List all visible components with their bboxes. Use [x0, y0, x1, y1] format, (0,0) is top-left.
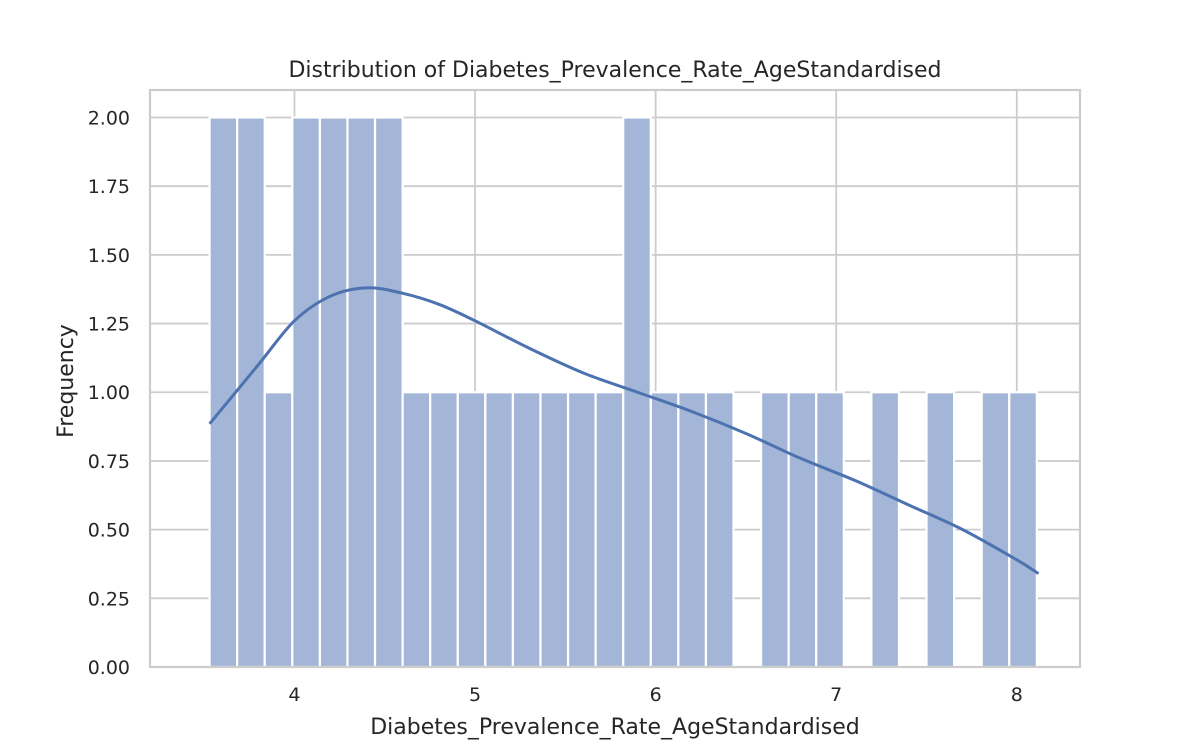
histogram-bar: [263, 391, 294, 669]
histogram-bar: [1008, 391, 1038, 669]
histogram-bar: [429, 391, 459, 669]
y-tick-label: 2.00: [88, 107, 130, 129]
histogram-bar: [318, 116, 349, 669]
chart-title: Distribution of Diabetes_Prevalence_Rate…: [288, 58, 941, 83]
histogram-bar: [456, 391, 487, 669]
histogram-bar: [870, 391, 901, 669]
histogram-bar: [815, 391, 845, 669]
x-tick-label: 6: [650, 684, 662, 706]
kde-layer: [208, 286, 1040, 575]
kde-line: [208, 286, 1040, 575]
plot-frame: [148, 88, 1082, 669]
y-tick-label: 1.25: [88, 314, 130, 336]
x-tick-label: 5: [469, 684, 481, 706]
frame-layer: [148, 88, 1082, 669]
y-tick-label: 0.75: [88, 451, 130, 473]
histogram-bar: [677, 391, 708, 669]
histogram-bar: [401, 391, 432, 669]
y-axis-label: Frequency: [54, 324, 79, 438]
histogram-bar: [925, 391, 956, 669]
histogram-bar: [539, 391, 570, 669]
ticks-layer: 4 5 6 7 8 0.00 0.25 0.50 0.75 1.00 1.25 1.50 1.75 2.0…: [88, 107, 1023, 706]
y-tick-label: 1.75: [88, 176, 130, 198]
y-tick-label: 0.50: [88, 520, 130, 542]
histogram-bar: [704, 391, 735, 669]
histogram-bar: [594, 391, 625, 669]
y-tick-label: 1.50: [88, 245, 130, 267]
x-tick-label: 4: [288, 684, 300, 706]
x-axis-label: Diabetes_Prevalence_Rate_AgeStandardised: [370, 715, 860, 740]
histogram-bar: [236, 116, 266, 669]
histogram-bar: [346, 116, 377, 669]
y-tick-label: 0.00: [88, 657, 130, 679]
histogram-bar: [980, 391, 1011, 669]
bars-layer: [208, 116, 1038, 669]
x-tick-label: 8: [1011, 684, 1023, 706]
y-tick-label: 0.25: [88, 588, 130, 610]
histogram-bar: [291, 116, 321, 669]
histogram-bar: [373, 116, 404, 669]
histogram-bar: [484, 391, 515, 669]
y-tick-label: 1.00: [88, 382, 130, 404]
histogram-bar: [787, 391, 818, 669]
x-tick-label: 7: [830, 684, 842, 706]
histogram-bar: [759, 391, 790, 669]
histogram-bar: [566, 391, 597, 669]
histogram-bar: [208, 116, 239, 669]
histogram-bar: [511, 391, 542, 669]
histogram-bar: [649, 391, 680, 669]
